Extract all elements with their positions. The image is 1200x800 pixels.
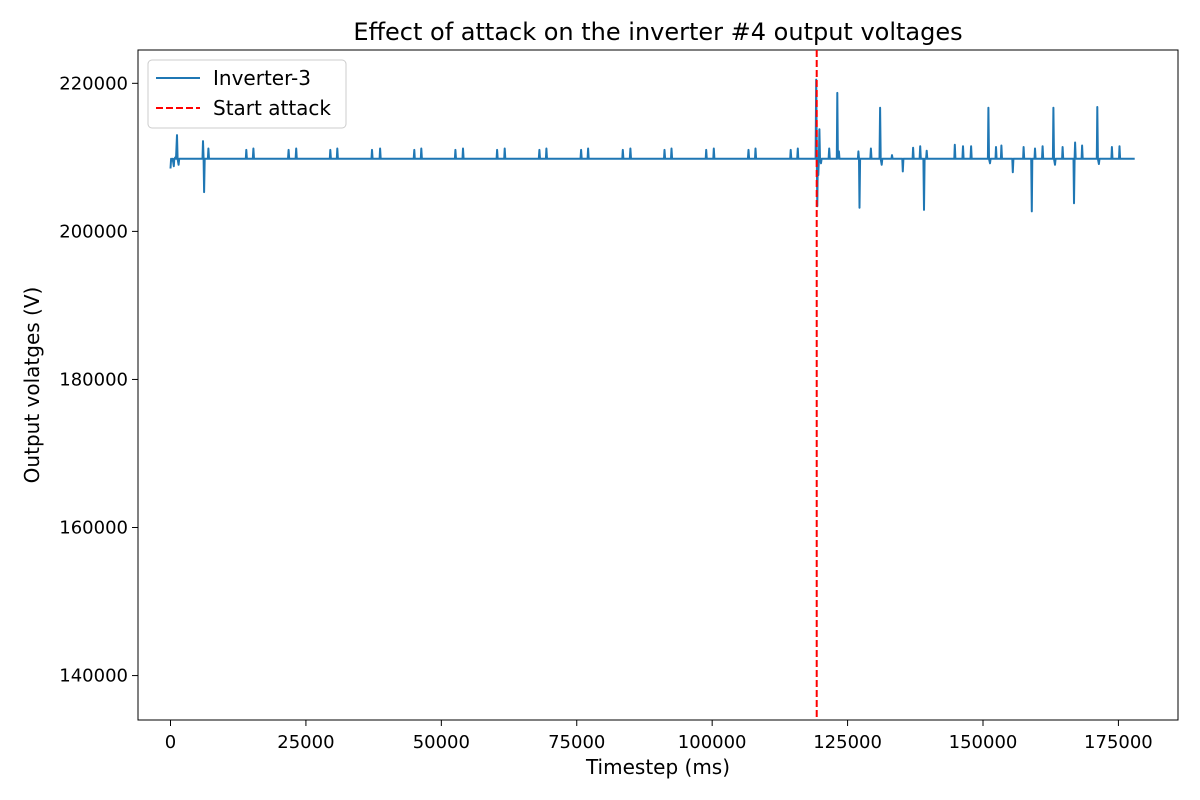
y-axis: 140000 160000 180000 200000 220000 xyxy=(59,73,138,687)
x-tick-label: 125000 xyxy=(813,732,882,753)
x-tick-label: 25000 xyxy=(277,732,334,753)
x-tick-label: 100000 xyxy=(678,732,747,753)
legend-label-inverter-3: Inverter-3 xyxy=(213,66,311,90)
plot-area-frame xyxy=(137,49,1179,721)
legend-label-start-attack: Start attack xyxy=(213,96,331,120)
y-axis-label: Output volatges (V) xyxy=(20,287,44,484)
y-tick-label: 180000 xyxy=(59,369,128,390)
x-tick-label: 0 xyxy=(165,732,176,753)
x-axis-label: Timestep (ms) xyxy=(585,755,730,779)
x-tick-label: 150000 xyxy=(949,732,1018,753)
legend: Inverter-3 Start attack xyxy=(147,59,347,129)
x-tick-label: 75000 xyxy=(548,732,605,753)
y-tick-label: 140000 xyxy=(59,666,128,687)
y-tick-label: 160000 xyxy=(59,518,128,539)
x-tick-label: 175000 xyxy=(1084,732,1153,753)
x-tick-label: 50000 xyxy=(413,732,470,753)
y-tick-label: 200000 xyxy=(59,221,128,242)
y-tick-label: 220000 xyxy=(59,73,128,94)
plot-series xyxy=(169,50,1135,720)
x-axis: 0 25000 50000 75000 100000 125000 150000 175000 xyxy=(165,720,1153,753)
chart-title: Effect of attack on the inverter #4 outp… xyxy=(353,18,962,46)
